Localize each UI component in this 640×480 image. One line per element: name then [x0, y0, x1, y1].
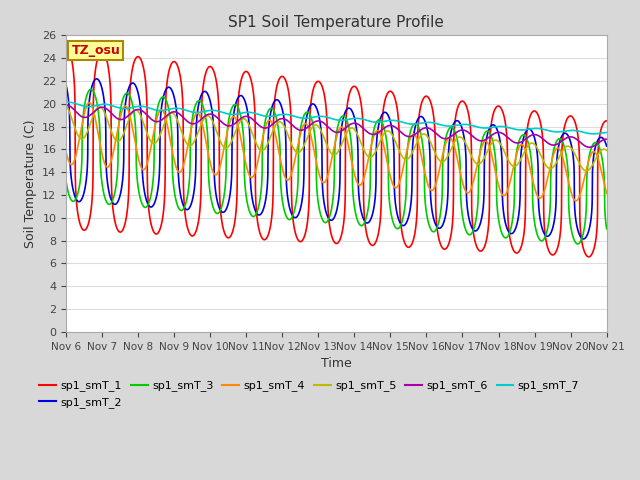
sp1_smT_4	[466, 189, 474, 195]
sp1_smT_4	[603, 191, 611, 196]
sp1_smT_3	[269, 107, 276, 112]
sp1_smT_7	[589, 131, 597, 137]
sp1_smT_3	[466, 232, 474, 238]
sp1_smT_7	[62, 99, 70, 105]
sp1_smT_4	[85, 100, 93, 106]
sp1_smT_4	[572, 198, 580, 204]
sp1_smT_5	[465, 149, 473, 155]
sp1_smT_3	[161, 95, 168, 100]
sp1_smT_2	[603, 143, 611, 149]
sp1_smT_3	[387, 206, 394, 212]
sp1_smT_2	[507, 230, 515, 236]
sp1_smT_7	[387, 118, 394, 123]
sp1_smT_2	[580, 236, 588, 242]
sp1_smT_4	[507, 177, 515, 182]
X-axis label: Time: Time	[321, 357, 352, 370]
Line: sp1_smT_3: sp1_smT_3	[66, 89, 607, 244]
sp1_smT_4	[269, 122, 276, 128]
Legend: sp1_smT_1, sp1_smT_2, sp1_smT_3, sp1_smT_4, sp1_smT_5, sp1_smT_6, sp1_smT_7: sp1_smT_1, sp1_smT_2, sp1_smT_3, sp1_smT…	[35, 376, 584, 412]
sp1_smT_4	[414, 138, 422, 144]
sp1_smT_2	[414, 117, 422, 122]
sp1_smT_6	[507, 137, 515, 143]
sp1_smT_7	[161, 108, 168, 113]
sp1_smT_5	[507, 161, 515, 167]
sp1_smT_5	[603, 147, 611, 153]
sp1_smT_3	[414, 123, 422, 129]
sp1_smT_3	[603, 226, 611, 232]
sp1_smT_6	[62, 102, 70, 108]
sp1_smT_1	[414, 137, 422, 143]
sp1_smT_2	[269, 102, 276, 108]
sp1_smT_1	[62, 44, 70, 49]
sp1_smT_2	[62, 82, 70, 88]
Line: sp1_smT_1: sp1_smT_1	[66, 47, 607, 257]
sp1_smT_1	[269, 203, 276, 209]
sp1_smT_6	[414, 130, 422, 135]
sp1_smT_7	[603, 130, 611, 135]
sp1_smT_5	[161, 121, 168, 127]
sp1_smT_1	[585, 254, 593, 260]
sp1_smT_3	[62, 179, 70, 184]
Line: sp1_smT_7: sp1_smT_7	[66, 102, 607, 134]
sp1_smT_7	[269, 113, 276, 119]
sp1_smT_6	[387, 122, 394, 128]
sp1_smT_1	[507, 238, 515, 244]
sp1_smT_6	[161, 115, 168, 121]
sp1_smT_7	[466, 122, 474, 128]
sp1_smT_1	[387, 88, 394, 94]
sp1_smT_3	[507, 227, 515, 232]
sp1_smT_2	[466, 218, 474, 224]
Text: TZ_osu: TZ_osu	[72, 44, 120, 57]
sp1_smT_4	[62, 149, 70, 155]
sp1_smT_6	[603, 136, 611, 142]
sp1_smT_7	[65, 99, 72, 105]
sp1_smT_7	[507, 125, 515, 131]
sp1_smT_3	[574, 241, 582, 247]
sp1_smT_3	[87, 86, 95, 92]
sp1_smT_4	[161, 111, 168, 117]
Line: sp1_smT_4: sp1_smT_4	[66, 103, 607, 201]
sp1_smT_2	[387, 119, 394, 124]
sp1_smT_5	[582, 168, 590, 174]
sp1_smT_5	[387, 130, 394, 135]
sp1_smT_6	[269, 121, 276, 127]
sp1_smT_5	[269, 129, 276, 134]
sp1_smT_4	[387, 174, 394, 180]
sp1_smT_5	[414, 138, 422, 144]
sp1_smT_1	[603, 118, 611, 124]
sp1_smT_2	[161, 90, 168, 96]
Line: sp1_smT_5: sp1_smT_5	[66, 105, 607, 171]
sp1_smT_7	[414, 121, 422, 127]
sp1_smT_6	[586, 144, 593, 150]
Title: SP1 Soil Temperature Profile: SP1 Soil Temperature Profile	[228, 15, 444, 30]
sp1_smT_1	[161, 200, 168, 205]
sp1_smT_2	[93, 76, 100, 82]
Y-axis label: Soil Temperature (C): Soil Temperature (C)	[24, 120, 36, 248]
sp1_smT_1	[465, 116, 473, 122]
sp1_smT_5	[62, 102, 70, 108]
sp1_smT_6	[465, 131, 473, 136]
Line: sp1_smT_2: sp1_smT_2	[66, 79, 607, 239]
Line: sp1_smT_6: sp1_smT_6	[66, 105, 607, 147]
